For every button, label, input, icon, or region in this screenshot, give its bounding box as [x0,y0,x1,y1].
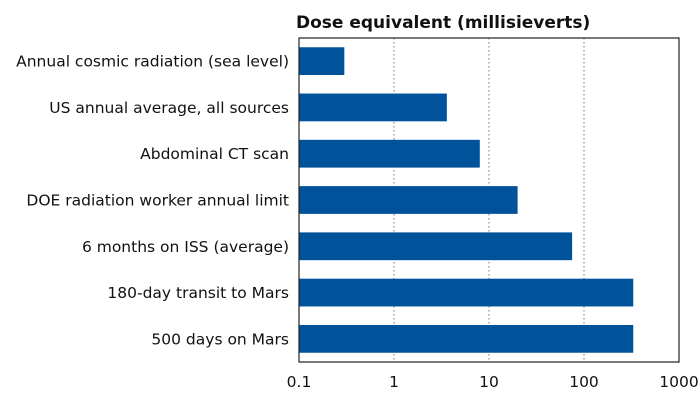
x-tick-label: 1000 [659,373,698,391]
x-tick-label: 0.1 [287,373,312,391]
category-label: US annual average, all sources [49,99,289,117]
chart-title: Dose equivalent (millisieverts) [296,13,590,33]
x-tick-labels: 0.1 1 10 100 1000 [287,373,699,391]
bars [299,47,634,353]
category-label: DOE radiation worker annual limit [26,192,289,210]
bar [299,324,634,353]
bar [299,278,634,307]
x-tick-label: 1 [389,373,399,391]
bar [299,47,345,76]
category-label: Abdominal CT scan [140,145,289,163]
x-tick-label: 100 [569,373,599,391]
x-tick-label: 10 [479,373,499,391]
category-label: Annual cosmic radiation (sea level) [16,53,289,71]
category-labels: Annual cosmic radiation (sea level) US an… [16,53,289,349]
category-label: 180-day transit to Mars [107,284,289,302]
bar [299,186,518,214]
plot-frame [298,37,680,363]
bar [299,232,573,261]
category-label: 500 days on Mars [151,330,289,348]
bar [299,93,447,122]
bar [299,139,480,168]
category-label: 6 months on ISS (average) [82,238,289,256]
